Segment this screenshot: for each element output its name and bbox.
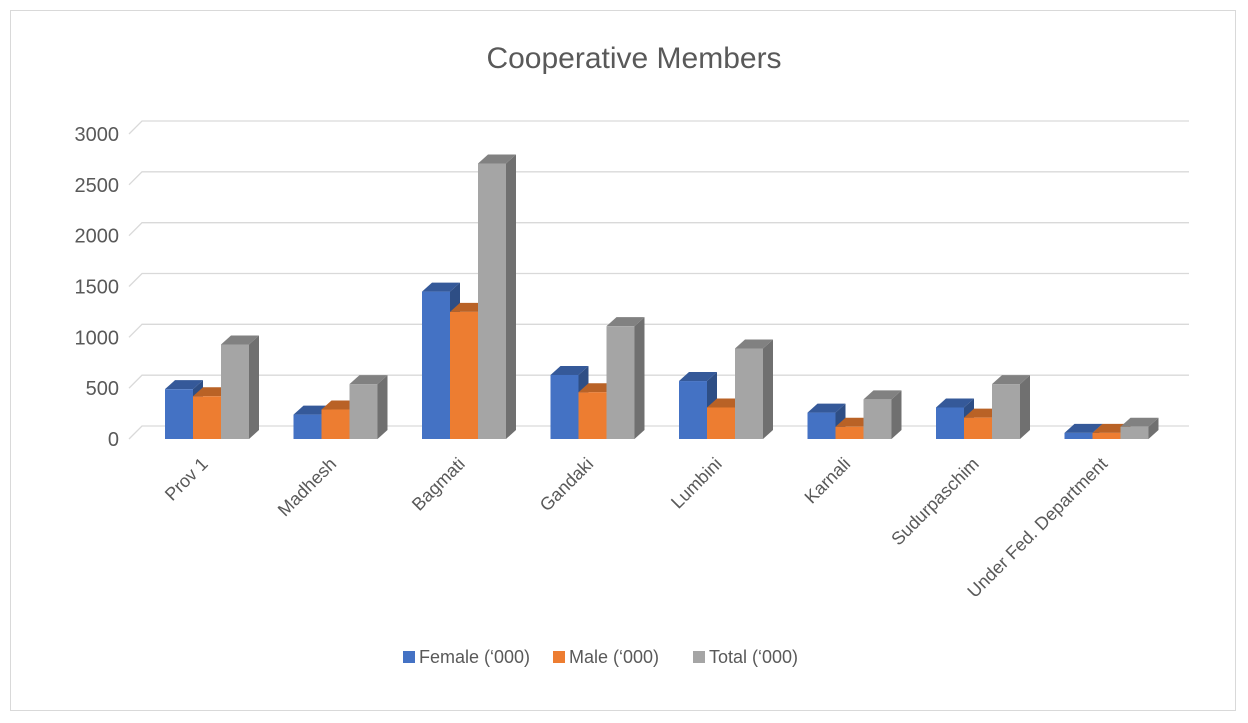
bar-top [679,372,717,382]
y-tick-label: 500 [86,378,119,400]
gridline [128,323,1189,338]
legend-label: Male (‘000) [569,647,659,667]
bar [221,335,259,439]
bar [478,154,516,439]
bar-front [321,409,350,439]
bar-side [506,154,516,439]
bar [349,375,388,439]
y-tick-label: 2500 [75,175,120,197]
legend-label: Female (‘000) [419,647,530,667]
grid-layer [128,120,1189,440]
legend-swatch [403,651,415,663]
chart-svg: Cooperative Members 0 500 1000 1500 2000 2500… [75,42,1189,667]
bar-front [679,381,707,439]
bar-front [349,384,378,439]
bar-side [1148,417,1159,439]
x-tick-label: Under Fed. Department [963,454,1111,602]
bar-front [478,163,506,439]
gridline [128,171,1189,186]
bar-top [1064,423,1103,433]
bar-side [249,335,259,439]
gridline [128,120,1189,135]
bar-side [763,339,773,439]
bar-front [1120,426,1149,439]
bar-side [891,390,902,439]
bar-top [550,365,589,375]
bar-top [349,375,388,385]
bar-front [992,384,1020,439]
bar-layer [165,154,1159,439]
bar-front [450,311,478,439]
bar [550,365,589,439]
x-tick-label: Prov 1 [161,454,212,505]
y-tick-label: 3000 [75,124,120,146]
y-tick-label: 1500 [75,277,120,299]
y-tick-label: 2000 [75,226,120,248]
bar-side [634,317,645,439]
y-tick-label: 1000 [75,327,120,349]
bar-top [606,317,645,327]
gridline [128,374,1189,389]
bar-top [1120,417,1159,427]
bar [807,403,846,439]
bar [1120,417,1159,439]
bar [863,390,902,439]
x-tick-label: Bagmati [408,454,469,515]
chart-title: Cooperative Members [486,42,781,75]
bar-front [807,412,836,439]
bar-front [735,348,763,439]
bar-front [707,407,735,439]
x-tick-label: Madhesh [274,454,341,521]
bar-top [735,339,773,349]
x-tick-label: Sudurpaschim [887,454,983,550]
bar [735,339,773,439]
bar [606,317,645,439]
y-tick-label: 0 [108,429,119,451]
bar-front [578,392,607,439]
gridline [128,222,1189,237]
bar-front [606,326,635,439]
bar-front [422,291,450,439]
bar [992,375,1030,439]
x-axis-labels: Prov 1 Madhesh Bagmati Gandaki Lumbini Karnal… [161,454,1111,602]
bar-side [1020,375,1030,439]
x-tick-label: Karnali [801,454,855,508]
legend-item: Female (‘000) [403,647,530,667]
legend: Female (‘000) Male (‘000) Total (‘000) [403,647,798,667]
bar-front [193,396,221,439]
bar-front [221,344,249,439]
bar-front [293,414,322,439]
legend-swatch [553,651,565,663]
y-axis-ticks: 0 500 1000 1500 2000 2500 3000 [75,124,120,451]
gridline [128,272,1189,287]
legend-label: Total (‘000) [709,647,798,667]
chart-frame: Cooperative Members 0 500 1000 1500 2000 2500… [10,10,1236,711]
bar-front [835,426,864,439]
bar-front [165,389,193,439]
bar-front [550,374,579,439]
bar-front [1092,432,1121,439]
x-tick-label: Gandaki [536,454,598,516]
bar-top [863,390,902,400]
bar-top [165,380,203,390]
bar-top [422,282,460,292]
bar-top [936,398,974,408]
bar-front [964,417,992,439]
bar-top [992,375,1030,385]
x-tick-label: Lumbini [667,454,726,513]
bar-front [1064,432,1093,439]
bar-top [807,403,846,413]
bar-front [863,399,892,439]
bar-top [221,335,259,345]
bar-top [478,154,516,164]
legend-item: Total (‘000) [693,647,798,667]
bar-side [377,375,388,439]
bar-front [936,407,964,439]
legend-swatch [693,651,705,663]
legend-item: Male (‘000) [553,647,659,667]
